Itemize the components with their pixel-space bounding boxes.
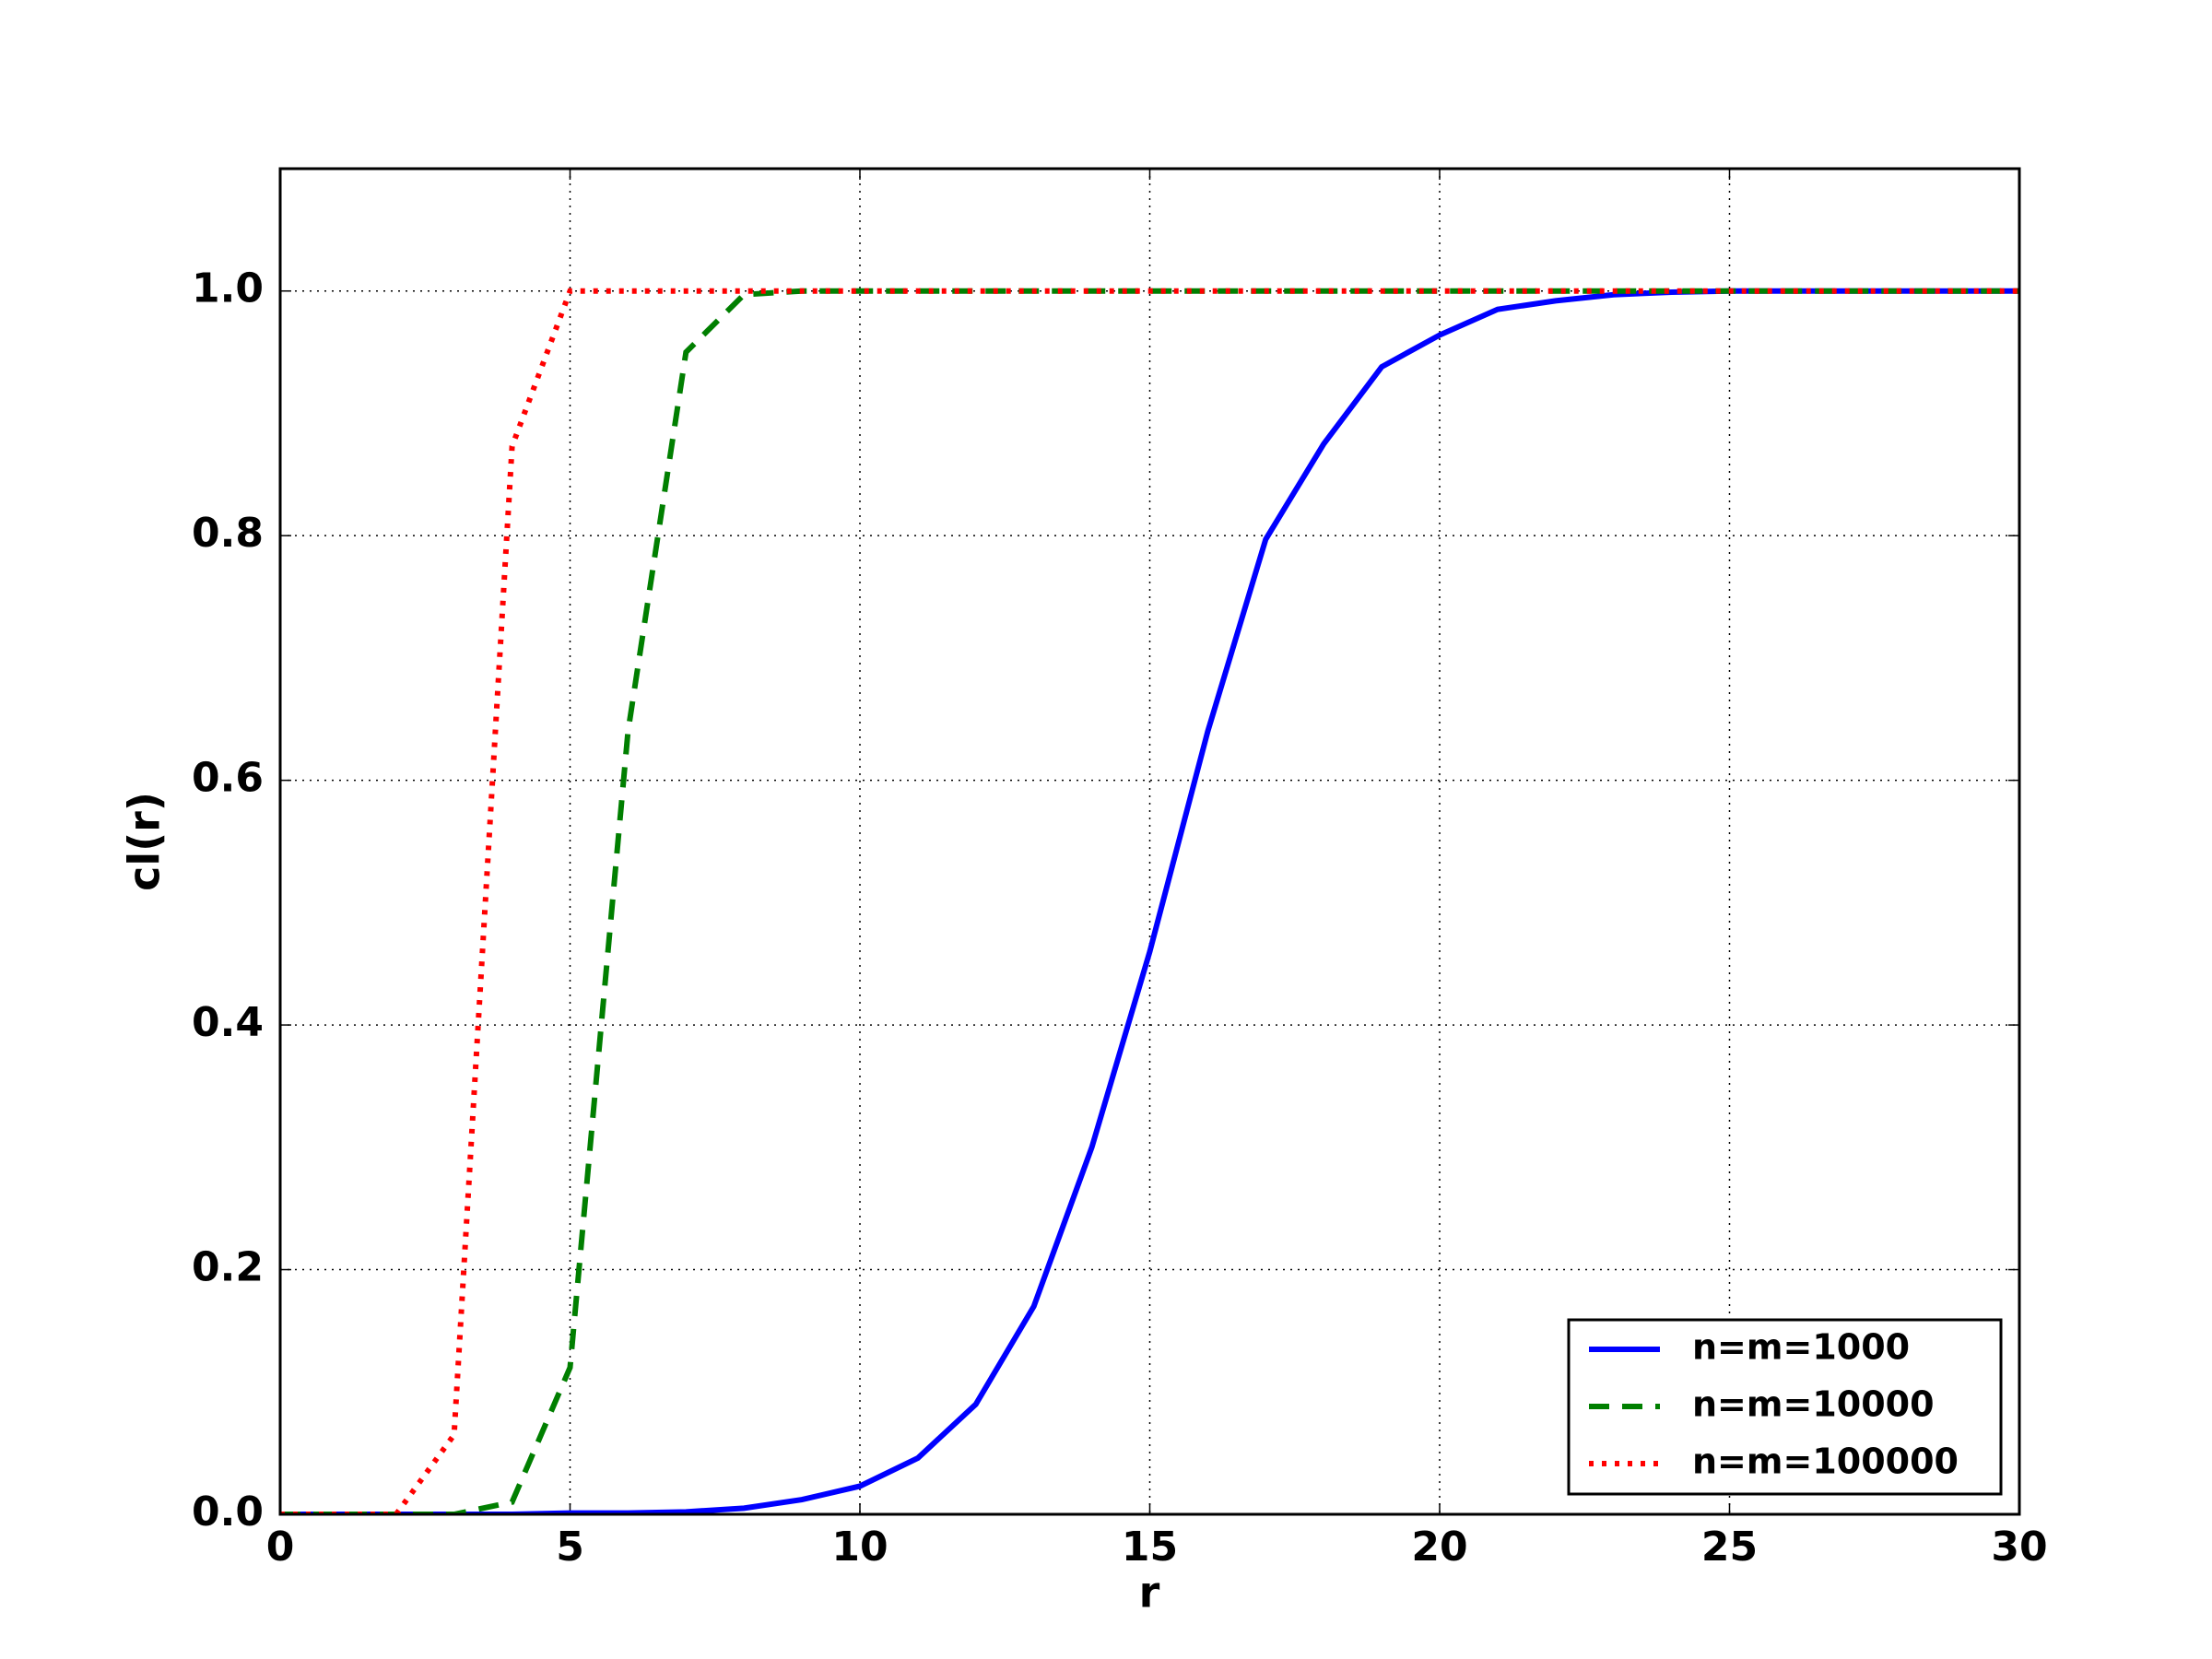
y-axis-label: cl(r) bbox=[120, 792, 170, 891]
x-tick-label: 0 bbox=[266, 1524, 295, 1571]
x-tick-label: 10 bbox=[831, 1524, 888, 1571]
legend-label: n=m=100000 bbox=[1692, 1441, 1959, 1482]
y-tick-label: 0.8 bbox=[192, 510, 264, 557]
data-line bbox=[280, 288, 2019, 1514]
y-tick-label: 1.0 bbox=[192, 265, 264, 312]
x-tick-label: 15 bbox=[1122, 1524, 1178, 1571]
y-tick-label: 0.2 bbox=[192, 1244, 264, 1291]
legend-label: n=m=1000 bbox=[1692, 1327, 1910, 1368]
y-tick-label: 0.6 bbox=[192, 755, 264, 802]
legend-label: n=m=10000 bbox=[1692, 1384, 1935, 1425]
x-tick-label: 30 bbox=[1991, 1524, 2047, 1571]
y-tick-label: 0.0 bbox=[192, 1488, 264, 1535]
x-axis-label: r bbox=[1139, 1568, 1160, 1618]
x-tick-label: 5 bbox=[556, 1524, 584, 1571]
x-tick-label: 25 bbox=[1701, 1524, 1758, 1571]
y-tick-label: 0.4 bbox=[192, 999, 264, 1046]
plot-frame bbox=[278, 167, 2021, 1516]
x-tick-label: 20 bbox=[1411, 1524, 1467, 1571]
